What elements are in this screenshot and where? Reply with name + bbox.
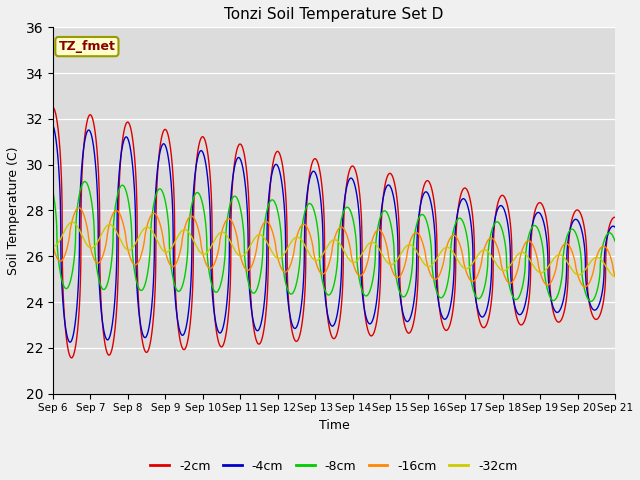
- Title: Tonzi Soil Temperature Set D: Tonzi Soil Temperature Set D: [224, 7, 444, 22]
- X-axis label: Time: Time: [319, 419, 349, 432]
- Legend: -2cm, -4cm, -8cm, -16cm, -32cm: -2cm, -4cm, -8cm, -16cm, -32cm: [145, 455, 522, 478]
- Text: TZ_fmet: TZ_fmet: [58, 40, 115, 53]
- Y-axis label: Soil Temperature (C): Soil Temperature (C): [7, 146, 20, 275]
